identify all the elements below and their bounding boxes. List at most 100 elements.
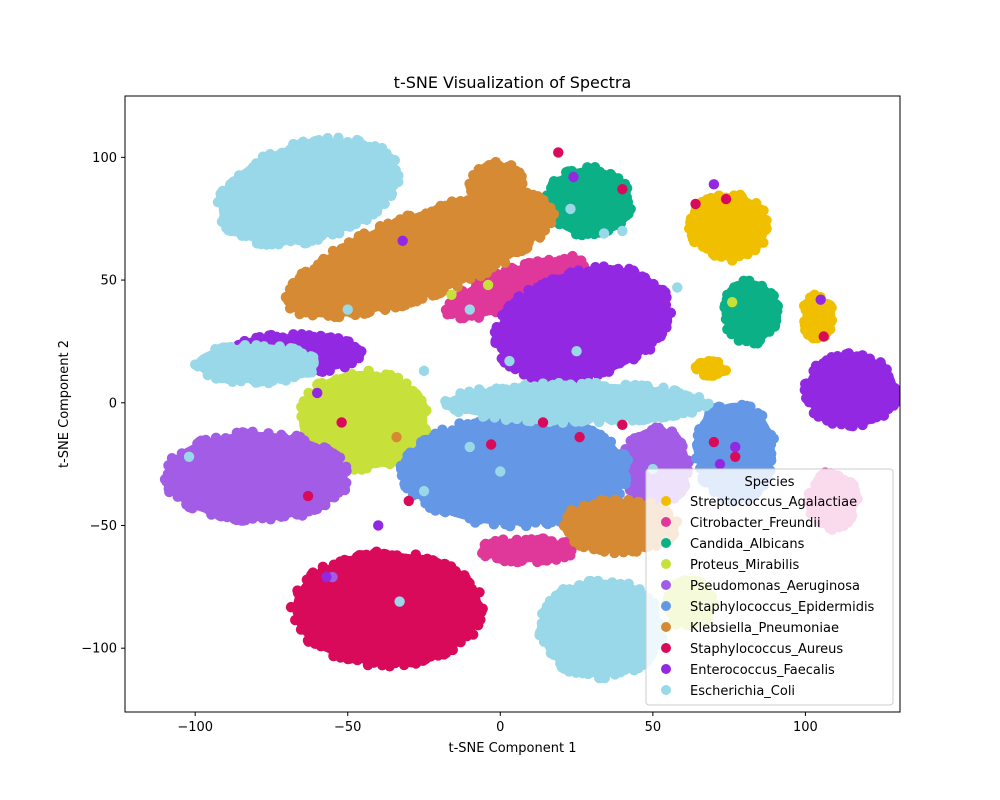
scatter-point: [551, 554, 562, 565]
scatter-point: [468, 175, 480, 186]
scatter-point: [336, 417, 347, 428]
scatter-point: [233, 373, 244, 385]
scatter-point: [397, 235, 408, 246]
scatter-point: [407, 447, 418, 459]
scatter-point: [511, 413, 523, 425]
scatter-point: [477, 411, 489, 422]
scatter-point: [347, 342, 358, 353]
scatter-point: [521, 242, 532, 253]
scatter-point: [681, 399, 693, 410]
scatter-point: [312, 234, 324, 245]
scatter-point: [745, 401, 756, 412]
scatter-point: [202, 369, 214, 381]
scatter-point: [693, 359, 704, 371]
outliers-enterococcus-faecalis: [312, 171, 826, 583]
legend-marker: [661, 601, 671, 611]
scatter-point: [537, 417, 549, 428]
scatter-point: [292, 345, 304, 356]
scatter-point: [319, 633, 331, 645]
scatter-point: [589, 228, 600, 240]
scatter-point: [466, 583, 478, 595]
scatter-point: [638, 414, 649, 426]
scatter-point: [692, 396, 703, 407]
scatter-point: [565, 203, 576, 215]
scatter-point: [394, 596, 405, 607]
scatter-point: [335, 652, 346, 663]
scatter-point: [558, 366, 569, 377]
scatter-point: [497, 534, 509, 545]
scatter-point: [522, 224, 533, 235]
legend-marker: [661, 643, 671, 653]
scatter-point: [469, 604, 480, 615]
scatter-point: [748, 239, 759, 250]
x-axis-title: t-SNE Component 1: [449, 741, 577, 756]
scatter-point: [707, 356, 719, 368]
scatter-point: [650, 422, 661, 433]
scatter-point: [469, 190, 480, 202]
scatter-point: [491, 270, 503, 281]
scatter-point: [616, 448, 627, 460]
scatter-point: [490, 259, 501, 270]
scatter-point: [350, 309, 361, 321]
legend-marker: [661, 559, 671, 569]
scatter-point: [338, 464, 350, 475]
scatter-point: [589, 161, 601, 173]
scatter-point: [656, 328, 668, 339]
scatter-point: [850, 355, 862, 366]
scatter-point: [617, 225, 628, 237]
scatter-point: [606, 414, 618, 426]
scatter-point: [331, 136, 342, 148]
scatter-point: [497, 383, 508, 395]
scatter-point: [640, 344, 651, 356]
x-tick-label: 0: [496, 720, 504, 735]
scatter-point: [446, 289, 457, 300]
scatter-point: [716, 407, 727, 418]
scatter-point: [200, 498, 211, 509]
scatter-point: [815, 294, 826, 305]
scatter-point: [322, 364, 334, 376]
scatter-point: [352, 374, 363, 385]
scatter-point: [647, 316, 658, 328]
scatter-point: [730, 451, 741, 462]
scatter-point: [574, 431, 585, 443]
scatter-point: [362, 231, 373, 242]
scatter-point: [511, 534, 522, 545]
scatter-point: [737, 248, 748, 259]
scatter-point: [220, 196, 232, 207]
scatter-point: [312, 263, 323, 275]
scatter-point: [593, 416, 605, 428]
scatter-point: [493, 160, 504, 171]
scatter-point: [726, 406, 738, 417]
scatter-point: [290, 231, 301, 242]
scatter-point: [494, 328, 506, 340]
scatter-point: [414, 411, 426, 423]
scatter-point: [453, 203, 465, 214]
scatter-point: [540, 517, 552, 528]
scatter-point: [440, 561, 451, 572]
scatter-point: [489, 412, 500, 423]
scatter-point: [621, 192, 632, 203]
scatter-point: [297, 282, 309, 293]
scatter-point: [430, 289, 441, 301]
scatter-point: [591, 377, 602, 389]
scatter-point: [590, 428, 602, 439]
scatter-point: [397, 465, 409, 477]
scatter-point: [529, 381, 540, 392]
scatter-point: [708, 436, 720, 448]
scatter-point: [437, 499, 448, 510]
scatter-point: [264, 375, 276, 386]
scatter-point: [275, 373, 286, 385]
scatter-point: [598, 228, 610, 239]
scatter-point: [384, 661, 395, 672]
scatter-point: [305, 351, 317, 362]
scatter-point: [728, 190, 740, 201]
scatter-point: [707, 194, 719, 206]
scatter-point: [341, 477, 352, 488]
scatter-point: [436, 202, 448, 213]
scatter-point: [577, 368, 588, 379]
scatter-point: [639, 272, 651, 283]
scatter-point: [569, 536, 580, 548]
scatter-point: [468, 510, 479, 521]
legend-box: [645, 468, 894, 706]
legend-label: Escherichia_Coli: [690, 684, 795, 699]
